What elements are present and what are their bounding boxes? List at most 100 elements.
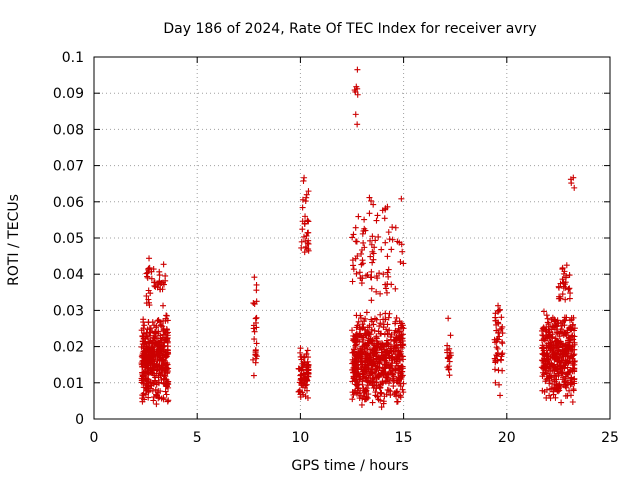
data-point: [152, 378, 159, 385]
data-point: [374, 393, 381, 400]
data-point: [163, 351, 170, 358]
y-axis-label: ROTI / TECUs: [6, 194, 22, 286]
data-point: [392, 320, 399, 327]
data-point: [349, 366, 356, 373]
data-point: [399, 342, 406, 349]
data-point: [392, 224, 399, 231]
x-tick-label: 5: [193, 430, 202, 446]
data-point: [350, 346, 357, 353]
data-point: [349, 327, 356, 334]
data-point: [302, 374, 309, 381]
data-point: [162, 336, 169, 343]
data-point: [362, 227, 369, 234]
data-point: [564, 364, 571, 371]
data-point: [366, 210, 373, 217]
data-point: [358, 401, 365, 408]
data-point: [360, 385, 367, 392]
data-point: [354, 380, 361, 387]
data-point: [301, 174, 308, 181]
data-point: [360, 342, 367, 349]
x-tick-label: 20: [498, 430, 516, 446]
data-point: [144, 356, 151, 363]
data-point: [358, 261, 365, 268]
data-point: [542, 358, 549, 365]
data-point: [570, 174, 577, 181]
data-point: [156, 318, 163, 325]
data-point: [301, 220, 308, 227]
data-point: [444, 354, 451, 361]
data-point: [151, 279, 158, 286]
data-point: [147, 290, 154, 297]
data-point: [359, 230, 366, 237]
data-point: [353, 382, 360, 389]
data-point: [363, 272, 370, 279]
data-point: [539, 345, 546, 352]
data-point: [359, 381, 366, 388]
data-point: [368, 197, 375, 204]
data-point: [352, 361, 359, 368]
data-point: [546, 392, 553, 399]
data-point: [540, 308, 547, 315]
data-point: [151, 335, 158, 342]
data-point: [545, 320, 552, 327]
data-point: [143, 270, 150, 277]
data-point: [491, 366, 498, 373]
data-point: [380, 316, 387, 323]
data-point: [562, 349, 569, 356]
y-tick-label: 0.07: [53, 159, 84, 175]
data-point: [390, 383, 397, 390]
data-point: [552, 321, 559, 328]
data-point: [499, 323, 506, 330]
data-point: [362, 315, 369, 322]
data-point: [571, 378, 578, 385]
data-point: [569, 399, 576, 406]
data-point: [363, 393, 370, 400]
data-point: [380, 321, 387, 328]
data-point: [569, 332, 576, 339]
y-tick-label: 0.04: [53, 267, 84, 283]
data-point: [304, 347, 311, 354]
data-point: [556, 333, 563, 340]
data-point: [541, 355, 548, 362]
data-point: [349, 257, 356, 264]
data-point: [304, 394, 311, 401]
data-point: [567, 324, 574, 331]
data-point: [358, 250, 365, 257]
data-point: [153, 361, 160, 368]
data-point: [383, 289, 390, 296]
data-point: [139, 395, 146, 402]
y-tick-label: 0.01: [53, 376, 84, 392]
data-point: [368, 326, 375, 333]
data-point: [444, 347, 451, 354]
data-point: [163, 391, 170, 398]
data-point: [543, 312, 550, 319]
data-point: [559, 352, 566, 359]
data-point: [495, 367, 502, 374]
data-point: [151, 351, 158, 358]
data-point: [350, 335, 357, 342]
data-point: [549, 380, 556, 387]
data-point: [305, 237, 312, 244]
data-point: [388, 360, 395, 367]
data-point: [356, 269, 363, 276]
data-point: [381, 357, 388, 364]
data-point: [354, 389, 361, 396]
data-point: [380, 271, 387, 278]
data-point: [378, 330, 385, 337]
data-point: [353, 371, 360, 378]
data-point: [559, 276, 566, 283]
data-point: [493, 335, 500, 342]
data-point: [387, 388, 394, 395]
data-point: [567, 377, 574, 384]
data-point: [157, 321, 164, 328]
data-point: [377, 320, 384, 327]
data-point: [568, 314, 575, 321]
data-point: [542, 378, 549, 385]
data-point: [372, 237, 379, 244]
data-point: [377, 290, 384, 297]
data-point: [387, 333, 394, 340]
data-point: [446, 372, 453, 379]
data-point: [394, 398, 401, 405]
data-point: [140, 348, 147, 355]
data-point: [305, 229, 312, 236]
